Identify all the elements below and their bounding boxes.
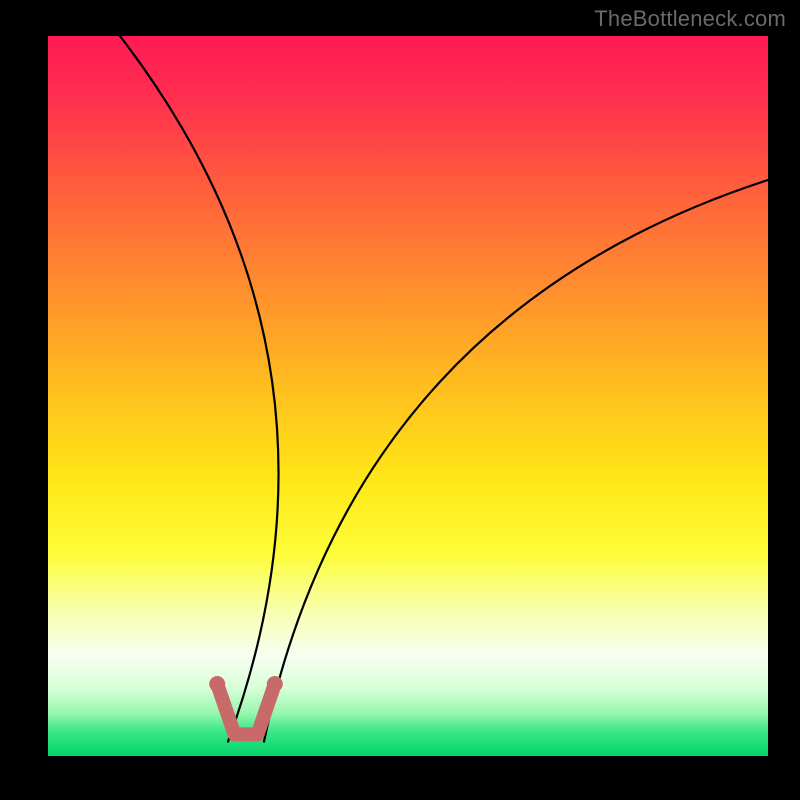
watermark-text: TheBottleneck.com bbox=[594, 6, 786, 32]
chart-container: TheBottleneck.com bbox=[0, 0, 800, 800]
plot-background bbox=[48, 36, 768, 756]
